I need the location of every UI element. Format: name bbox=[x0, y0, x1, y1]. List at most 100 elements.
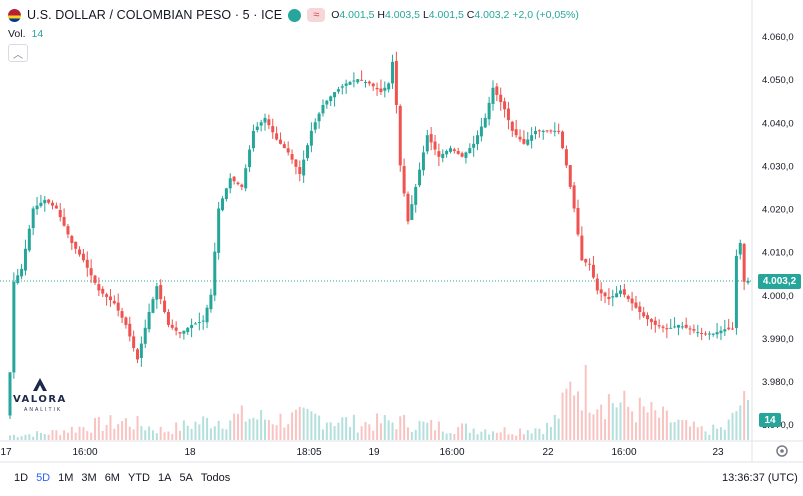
y-tick-label: 4.040,0 bbox=[762, 118, 794, 129]
range-button-3m[interactable]: 3M bbox=[81, 472, 97, 484]
volume-bar bbox=[588, 412, 591, 440]
volume-bar bbox=[406, 427, 409, 440]
volume-bar bbox=[403, 414, 406, 440]
x-tick-label: 18 bbox=[184, 447, 196, 458]
candle-body bbox=[313, 122, 317, 130]
candle-body bbox=[344, 83, 348, 86]
candle-body bbox=[209, 294, 213, 310]
low-value: 4.001,5 bbox=[428, 9, 464, 21]
range-button-todos[interactable]: Todos bbox=[200, 472, 231, 484]
range-button-1m[interactable]: 1M bbox=[58, 472, 74, 484]
volume-bar bbox=[519, 428, 522, 440]
candle-body bbox=[561, 131, 565, 149]
y-tick-label: 3.990,0 bbox=[762, 334, 794, 345]
chart-header: U.S. DOLLAR / COLOMBIAN PESO · 5 · ICE ≈… bbox=[8, 6, 579, 24]
candle-body bbox=[348, 82, 352, 85]
utc-clock[interactable]: 13:36:37 (UTC) bbox=[722, 472, 798, 484]
candle-body bbox=[23, 248, 27, 271]
volume-bar bbox=[534, 428, 537, 440]
candle-body bbox=[557, 130, 561, 132]
volume-bar bbox=[51, 430, 54, 440]
wave-icon[interactable]: ≈ bbox=[307, 8, 326, 22]
volume-bar bbox=[345, 417, 348, 440]
volume-bar bbox=[63, 430, 66, 440]
candle-body bbox=[398, 105, 402, 166]
range-button-5d[interactable]: 5D bbox=[36, 472, 51, 484]
volume-bar bbox=[225, 429, 228, 440]
y-tick-label: 4.050,0 bbox=[762, 75, 794, 86]
y-tick-label: 4.060,0 bbox=[762, 32, 794, 43]
collapse-legend-button[interactable]: ︿ bbox=[8, 44, 28, 62]
volume-bar bbox=[592, 414, 595, 440]
candle-body bbox=[460, 153, 464, 157]
volume-bar bbox=[723, 429, 726, 440]
candle-body bbox=[81, 253, 85, 261]
candle-body bbox=[588, 263, 592, 265]
volume-bar bbox=[658, 417, 661, 440]
volume-bar bbox=[151, 430, 154, 440]
volume-bar bbox=[716, 428, 719, 440]
range-button-6m[interactable]: 6M bbox=[104, 472, 120, 484]
candle-body bbox=[703, 333, 707, 335]
candle-body bbox=[356, 79, 360, 83]
candle-body bbox=[271, 126, 275, 133]
close-value: 4.003,2 bbox=[474, 9, 510, 21]
volume-bar bbox=[743, 390, 746, 440]
volume-bar bbox=[179, 430, 182, 440]
candle-body bbox=[112, 300, 116, 304]
candle-body bbox=[642, 312, 646, 317]
volume-bar bbox=[82, 427, 85, 440]
volume-bar bbox=[20, 436, 23, 440]
candle-body bbox=[228, 178, 232, 189]
volume-bar bbox=[186, 425, 189, 440]
volume-bar bbox=[39, 432, 42, 440]
candle-body bbox=[325, 100, 329, 105]
volume-bar bbox=[631, 411, 634, 440]
candle-body bbox=[240, 184, 244, 187]
candle-body bbox=[132, 336, 136, 348]
high-value: 4.003,5 bbox=[384, 9, 421, 21]
volume-bar bbox=[302, 407, 305, 440]
candle-body bbox=[445, 151, 449, 155]
x-tick-label: 22 bbox=[542, 447, 554, 458]
volume-bar bbox=[32, 436, 35, 440]
volume-bar bbox=[584, 364, 587, 440]
candle-body bbox=[391, 61, 395, 84]
volume-bar bbox=[194, 421, 197, 440]
x-tick-label: 16:00 bbox=[72, 447, 97, 458]
candle-body bbox=[572, 185, 576, 209]
candle-body bbox=[394, 60, 398, 105]
candle-body bbox=[607, 296, 611, 300]
candle-body bbox=[302, 159, 306, 176]
range-selector: 1D 5D 1M 3M 6M YTD 1A 5A Todos bbox=[14, 472, 238, 484]
volume-bar bbox=[538, 428, 541, 440]
range-button-1d[interactable]: 1D bbox=[14, 472, 29, 484]
volume-bar bbox=[739, 405, 742, 440]
volume-bar bbox=[352, 414, 355, 440]
settings-gear-icon[interactable] bbox=[774, 443, 790, 459]
candle-body bbox=[530, 135, 534, 141]
candle-body bbox=[634, 302, 638, 308]
volume-bar bbox=[627, 406, 630, 440]
volume-bar bbox=[117, 424, 120, 440]
range-button-1a[interactable]: 1A bbox=[157, 472, 172, 484]
candle-body bbox=[595, 278, 599, 291]
candle-body bbox=[638, 306, 642, 312]
candle-body bbox=[468, 148, 472, 154]
candle-body bbox=[259, 122, 263, 126]
volume-bar bbox=[372, 430, 375, 440]
candle-body bbox=[74, 241, 78, 249]
market-status-icon[interactable] bbox=[288, 8, 302, 22]
range-button-ytd[interactable]: YTD bbox=[127, 472, 150, 484]
candle-body bbox=[665, 328, 669, 330]
candle-body bbox=[193, 323, 197, 325]
candle-body bbox=[267, 119, 271, 126]
volume-bar bbox=[252, 417, 255, 440]
candle-body bbox=[178, 332, 182, 334]
volume-bar bbox=[607, 394, 610, 440]
candle-body bbox=[236, 182, 240, 185]
candle-body bbox=[414, 186, 418, 205]
symbol-title[interactable]: U.S. DOLLAR / COLOMBIAN PESO · 5 · ICE bbox=[27, 8, 283, 22]
range-button-5a[interactable]: 5A bbox=[179, 472, 193, 484]
